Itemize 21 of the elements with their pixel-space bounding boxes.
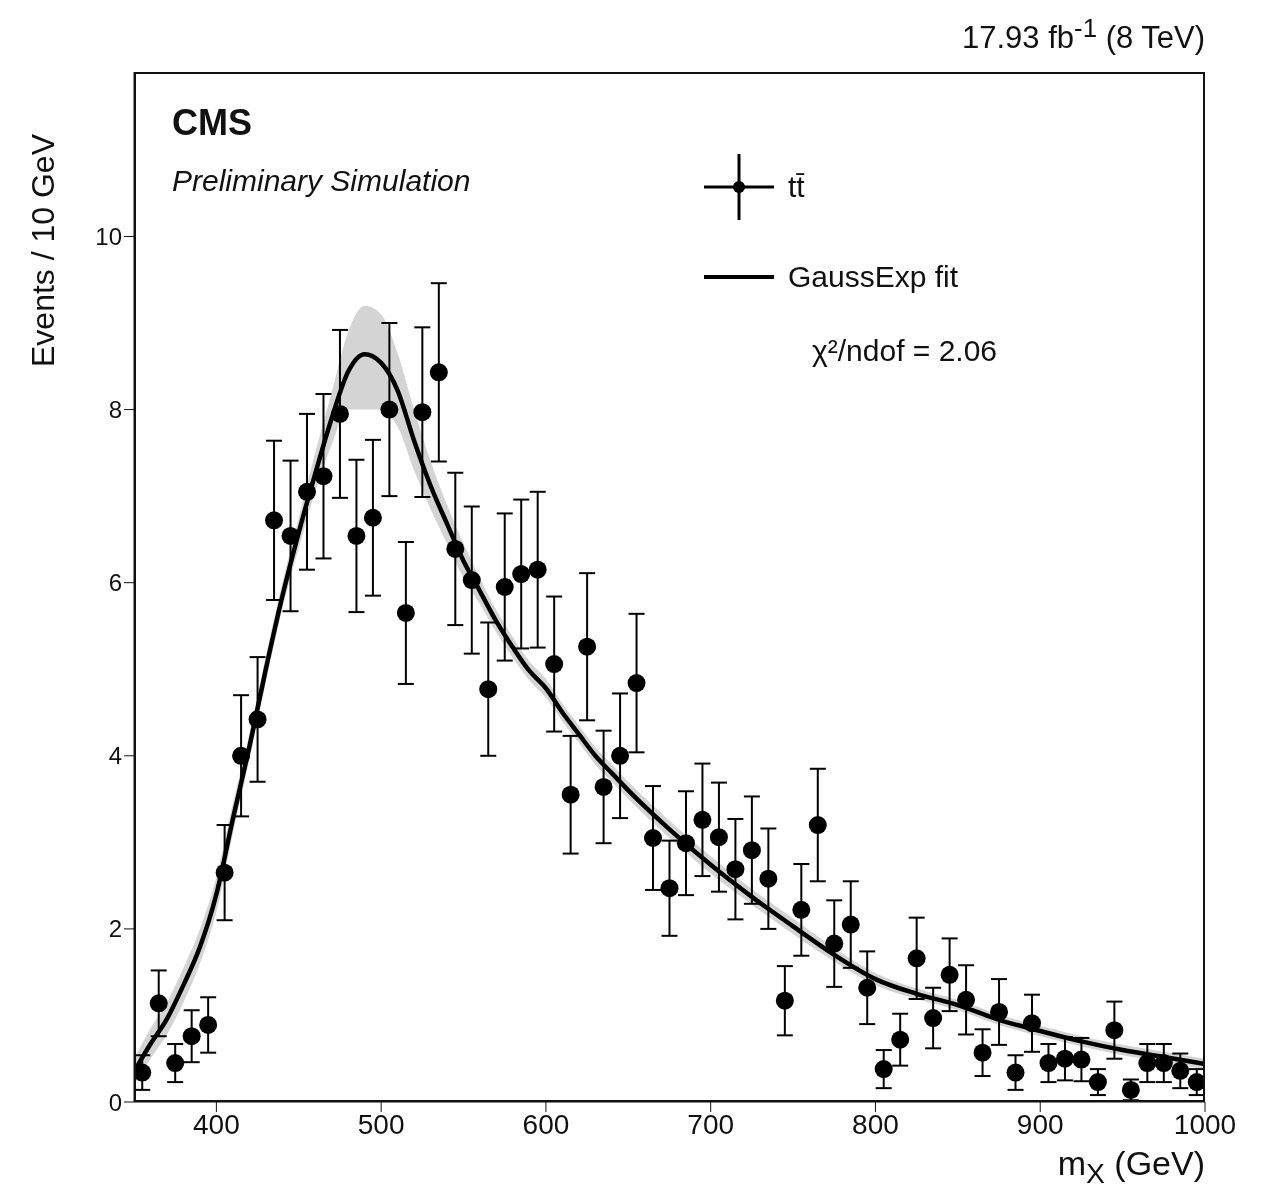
annotation: Preliminary Simulation xyxy=(172,164,471,198)
y-tick-label: 0 xyxy=(108,1088,122,1116)
legend-label: tt̄ xyxy=(788,170,805,204)
annotation: CMS xyxy=(172,102,252,144)
y-tick-label: 4 xyxy=(108,742,122,770)
x-axis-title: m$_{X}$ (GeV) xyxy=(1057,1144,1205,1190)
x-tick-label: 700 xyxy=(687,1108,735,1140)
x-tick-label: 500 xyxy=(357,1108,405,1140)
x-tick-label: 1000 xyxy=(1173,1108,1237,1140)
x-tick-label: 400 xyxy=(193,1108,240,1140)
y-axis-title: Events / 10 GeV xyxy=(25,133,62,367)
y-tick-label: 6 xyxy=(108,569,122,597)
x-tick-label: 800 xyxy=(852,1108,899,1140)
y-tick-label: 2 xyxy=(108,915,122,943)
y-tick-label: 8 xyxy=(108,396,122,424)
text: 17.93 fb$^{-1}$ (8 TeV) xyxy=(962,14,1205,57)
y-tick-label: 10 xyxy=(95,222,122,250)
annotation: χ²/ndof = 2.06 xyxy=(812,334,998,368)
x-tick-label: 900 xyxy=(1016,1108,1064,1140)
x-tick-label: 600 xyxy=(522,1108,570,1140)
legend-label: GaussExp fit xyxy=(788,260,959,294)
